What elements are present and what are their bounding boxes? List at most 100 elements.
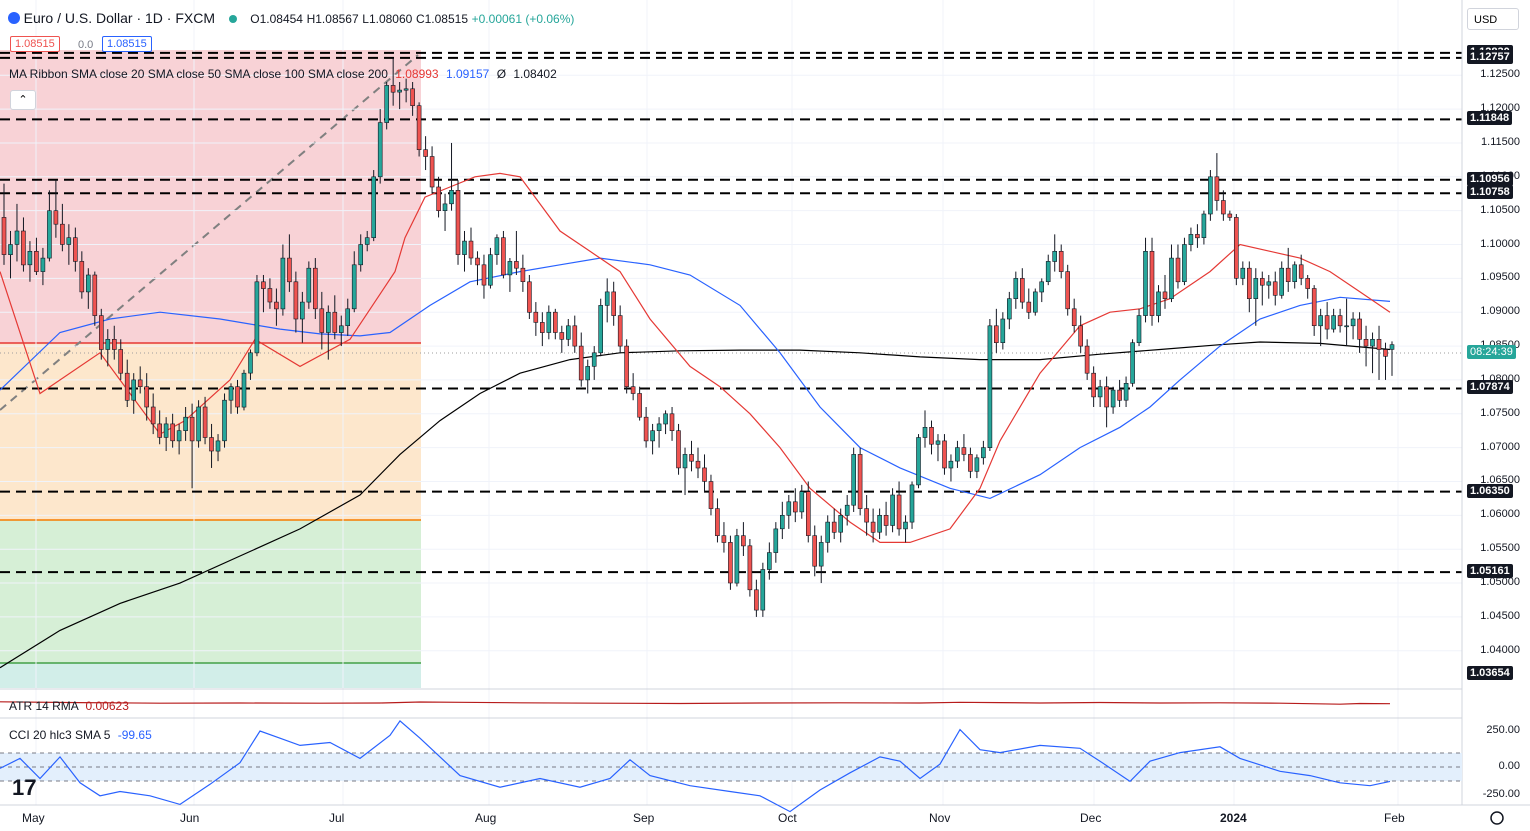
candle — [1156, 285, 1161, 323]
candle-body — [1162, 291, 1168, 299]
candle — [1298, 254, 1304, 286]
candle — [254, 274, 260, 357]
candle — [1357, 312, 1362, 353]
candle-body — [47, 210, 52, 259]
atr-label: ATR 14 RMA — [9, 699, 79, 713]
fib-zone-lower — [0, 520, 421, 663]
candle — [248, 349, 253, 380]
candle-body — [754, 589, 759, 611]
candle-body — [325, 311, 331, 333]
candle — [559, 325, 565, 353]
candle-body — [351, 264, 357, 310]
candle-body — [442, 203, 448, 211]
ma-ribbon-legend: MA Ribbon SMA close 20 SMA close 50 SMA … — [9, 67, 557, 81]
candle — [1376, 325, 1382, 380]
price-tick-label: 1.06500 — [1480, 474, 1520, 487]
candle — [773, 522, 779, 563]
candle-body — [598, 305, 604, 354]
cci-tick-label: -250.00 — [1482, 788, 1520, 800]
candle-body — [1285, 267, 1291, 283]
candle-body — [131, 379, 136, 401]
candle — [1117, 379, 1122, 408]
candle — [293, 271, 299, 333]
candle-body — [747, 545, 753, 591]
candle-body — [261, 281, 266, 289]
candle — [1311, 285, 1317, 336]
level-label: 1.03654 — [1467, 666, 1513, 681]
candle — [546, 305, 552, 340]
candle-body — [21, 230, 26, 266]
candle-body — [656, 423, 662, 431]
candle — [118, 339, 123, 380]
candle — [47, 190, 52, 262]
candle — [332, 295, 338, 340]
candle-body — [1298, 264, 1304, 279]
candle — [981, 440, 986, 465]
candle-body — [1279, 267, 1284, 296]
candle-body — [222, 399, 227, 442]
candle — [455, 180, 461, 265]
candle-body — [1305, 278, 1310, 289]
price-tick-label: 1.06000 — [1480, 508, 1520, 521]
candle — [961, 434, 967, 462]
candle — [319, 291, 325, 350]
candle — [883, 501, 889, 536]
candle-body — [611, 291, 617, 316]
settings-gear-icon[interactable] — [1490, 811, 1504, 825]
candle-body — [864, 508, 869, 523]
candle — [1091, 366, 1096, 408]
candle — [481, 254, 487, 299]
cci-value: -99.65 — [117, 728, 152, 742]
level-label: 1.11848 — [1467, 111, 1513, 126]
candle-body — [228, 386, 234, 401]
candle — [669, 407, 675, 441]
cci-tick-label: 250.00 — [1486, 724, 1520, 736]
candle — [1337, 308, 1343, 333]
candle-body — [332, 311, 338, 333]
candle-body — [533, 311, 539, 323]
candle — [747, 539, 753, 597]
candle — [792, 488, 798, 523]
candle — [968, 447, 973, 479]
buy-button[interactable]: 1.08515 — [102, 36, 152, 52]
candle — [390, 58, 396, 106]
currency-selector[interactable]: USD — [1467, 8, 1519, 30]
candle — [734, 528, 740, 587]
candle — [14, 203, 20, 262]
candle — [598, 298, 604, 357]
candle — [222, 393, 227, 448]
market-status-dot — [228, 15, 237, 23]
candle-body — [1143, 251, 1148, 316]
candle-body — [786, 501, 792, 516]
candle-body — [475, 257, 480, 266]
collapse-legend-button[interactable]: ⌃ — [10, 90, 36, 110]
candle — [1000, 312, 1006, 350]
candle-body — [520, 267, 526, 283]
candle — [1247, 261, 1252, 313]
candle-body — [1221, 200, 1226, 215]
candle — [1104, 376, 1109, 428]
candle-body — [163, 423, 169, 438]
candle — [1149, 237, 1155, 326]
candle — [1065, 264, 1070, 316]
candle — [1039, 278, 1044, 303]
candle-body — [630, 386, 636, 394]
ma100-value: Ø — [496, 67, 507, 81]
candle-body — [494, 237, 500, 255]
candle-body — [248, 352, 253, 374]
price-tick-label: 1.04500 — [1480, 609, 1520, 622]
symbol-title[interactable]: Euro / U.S. Dollar · 1D · FXCM — [23, 10, 215, 26]
candle-body — [1234, 217, 1239, 279]
candle-body — [676, 430, 681, 469]
time-tick-label: Sep — [633, 811, 655, 825]
sell-button[interactable]: 1.08515 — [10, 36, 60, 52]
candle-body — [397, 89, 402, 93]
candle — [144, 373, 149, 421]
candle — [844, 495, 850, 526]
candle — [1208, 170, 1213, 221]
cci-line — [0, 720, 1391, 813]
candle-body — [1214, 176, 1220, 201]
candle-body — [274, 301, 279, 310]
candle-body — [202, 406, 208, 438]
